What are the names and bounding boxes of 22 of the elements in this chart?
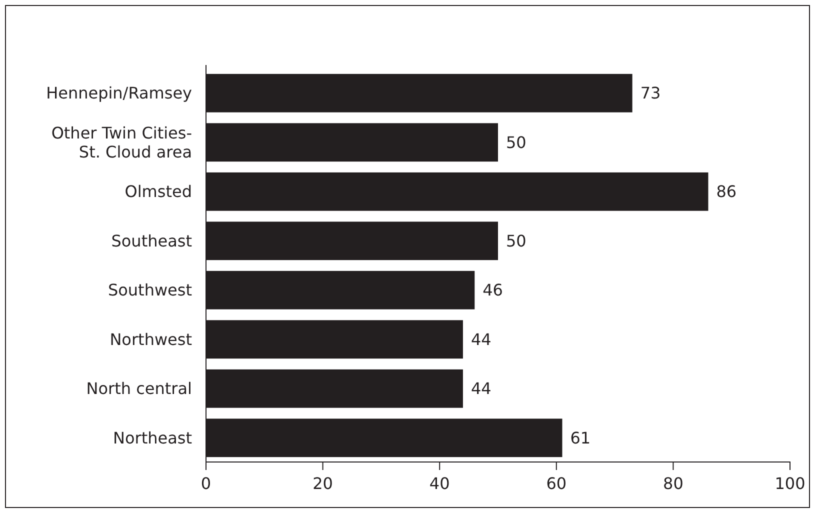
- y-tick-label: Southwest: [108, 280, 192, 300]
- x-tick-label: 0: [200, 474, 212, 493]
- x-tick-label: 60: [546, 474, 567, 493]
- data-label: 46: [482, 280, 503, 300]
- data-label: 73: [640, 84, 661, 103]
- data-label: 61: [570, 428, 591, 448]
- data-label: 86: [716, 182, 737, 202]
- y-tick-label: Northeast: [112, 428, 192, 448]
- y-tick-label: Olmsted: [124, 182, 192, 202]
- y-tick-label: Hennepin/Ramsey: [46, 84, 192, 103]
- x-tick-label: 100: [774, 474, 806, 493]
- y-tick-label: Southeast: [111, 231, 192, 250]
- data-label: 44: [470, 379, 492, 398]
- data-label: 44: [470, 330, 492, 349]
- y-tick-label: Other Twin Cities-St. Cloud area: [51, 123, 192, 162]
- x-tick-label: 20: [312, 474, 333, 493]
- data-label: 50: [506, 231, 526, 250]
- x-tick-label: 80: [663, 474, 684, 493]
- x-tick-label: 40: [429, 474, 450, 493]
- y-tick-label: North central: [86, 379, 192, 398]
- y-tick-label: Northwest: [110, 330, 192, 349]
- data-label: 50: [506, 132, 526, 152]
